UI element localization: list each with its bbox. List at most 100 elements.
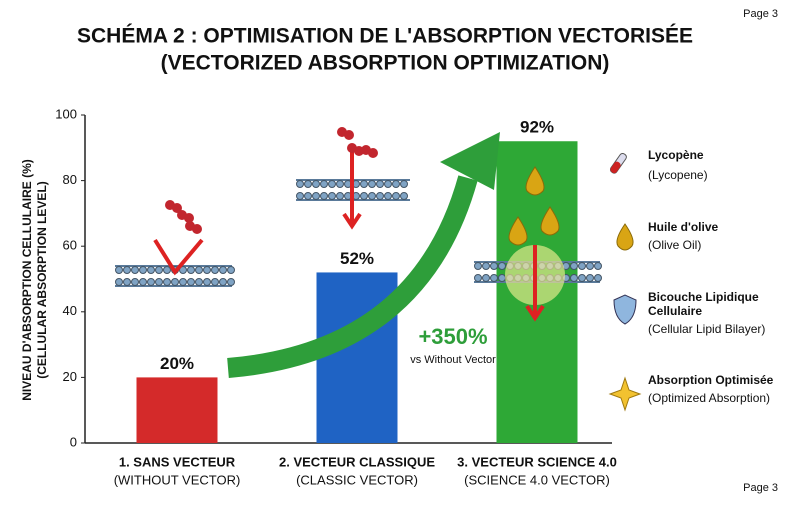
lipid-head: [474, 262, 482, 270]
annotation-sub: vs Without Vector: [410, 354, 496, 366]
value-label: 92%: [520, 118, 554, 137]
lipid-head: [594, 274, 602, 282]
lipid-head: [219, 266, 227, 274]
oil-drop: [508, 216, 528, 246]
annotation: +350%: [418, 324, 487, 349]
x-tick-label: 2. VECTEUR CLASSIQUE: [279, 454, 435, 469]
x-tick-label: 1. SANS VECTEUR: [119, 454, 236, 469]
x-tick-sublabel: (SCIENCE 4.0 VECTOR): [464, 472, 610, 487]
legend-sublabel: (Lycopene): [648, 168, 708, 182]
lipid-head: [360, 180, 368, 188]
lipid-head: [578, 262, 586, 270]
legend-label-line: Bicouche Lipidique: [648, 290, 759, 304]
x-tick-sublabel: (CLASSIC VECTOR): [296, 472, 418, 487]
lipid-head: [328, 180, 336, 188]
legend-icon: [609, 152, 627, 174]
lipid-head: [219, 278, 227, 286]
legend-label: Huile d'olive: [648, 220, 719, 234]
lipid-head: [115, 266, 123, 274]
lipid-head: [131, 266, 139, 274]
legend-sublabel: (Olive Oil): [648, 238, 701, 252]
molecule: [192, 224, 202, 234]
molecule: [344, 130, 354, 140]
lipid-head: [211, 266, 219, 274]
lipid-head: [368, 192, 376, 200]
lipid-head: [139, 266, 147, 274]
lipid-head: [498, 262, 506, 270]
x-tick-sublabel: (WITHOUT VECTOR): [114, 472, 241, 487]
bar: [136, 377, 218, 443]
lipid-head: [320, 180, 328, 188]
page-label: Page 3: [743, 482, 778, 494]
legend-icon: [613, 294, 637, 325]
oil-drop: [540, 206, 560, 236]
lipid-head: [360, 192, 368, 200]
y-tick-label: 40: [63, 303, 77, 318]
lipid-head: [376, 192, 384, 200]
lipid-head: [171, 278, 179, 286]
legend-icon: [616, 223, 634, 251]
lipid-head: [570, 274, 578, 282]
lipid-head: [203, 266, 211, 274]
molecule: [184, 213, 194, 223]
lipid-head: [123, 266, 131, 274]
y-axis-label: (CELLULAR ABSORPTION LEVEL): [35, 181, 49, 379]
y-axis-label: NIVEAU D'ABSORPTION CELLULAIRE (%): [20, 159, 34, 401]
lipid-head: [570, 262, 578, 270]
lipid-head: [392, 180, 400, 188]
lipid-head: [139, 278, 147, 286]
legend-sublabel: (Cellular Lipid Bilayer): [648, 322, 765, 336]
y-tick-label: 0: [70, 434, 77, 449]
lipid-head: [227, 266, 235, 274]
value-label: 52%: [340, 249, 374, 268]
legend-label-line: Cellulaire: [648, 304, 702, 318]
lipid-head: [376, 180, 384, 188]
lipid-head: [586, 274, 594, 282]
chart-title: SCHÉMA 2 : OPTIMISATION DE L'ABSORPTION …: [77, 25, 693, 48]
legend-sublabel: (Optimized Absorption): [648, 391, 770, 405]
page-label: Page 3: [743, 8, 778, 20]
lipid-head: [155, 278, 163, 286]
lipid-head: [123, 278, 131, 286]
lipid-head: [203, 278, 211, 286]
lipid-head: [187, 266, 195, 274]
y-tick-label: 100: [55, 106, 77, 121]
lipid-head: [131, 278, 139, 286]
lipid-head: [312, 180, 320, 188]
bar: [316, 272, 398, 443]
lipid-head: [312, 192, 320, 200]
lipid-head: [304, 180, 312, 188]
molecule: [172, 203, 182, 213]
red-arrow: [525, 245, 545, 322]
lipid-bilayer: [296, 179, 410, 201]
lipid-head: [328, 192, 336, 200]
growth-arrow-head: [440, 132, 500, 190]
y-tick-label: 20: [63, 369, 77, 384]
lipid-head: [163, 278, 171, 286]
lipid-head: [147, 278, 155, 286]
lipid-head: [368, 180, 376, 188]
lipid-head: [304, 192, 312, 200]
lipid-head: [336, 180, 344, 188]
lipid-head: [490, 274, 498, 282]
red-arrow: [342, 145, 362, 230]
lipid-head: [384, 180, 392, 188]
lipid-head: [482, 274, 490, 282]
lipid-head: [384, 192, 392, 200]
legend-label: Bicouche Lipidique Cellulaire: [648, 290, 759, 318]
oil-drop: [525, 166, 545, 196]
lipid-head: [296, 180, 304, 188]
chart-title: (VECTORIZED ABSORPTION OPTIMIZATION): [161, 52, 610, 75]
lipid-head: [594, 262, 602, 270]
legend-label: Lycopène: [648, 148, 704, 162]
lipid-head: [179, 278, 187, 286]
lipid-head: [490, 262, 498, 270]
lipid-head: [296, 192, 304, 200]
lipid-head: [498, 274, 506, 282]
lipid-head: [187, 278, 195, 286]
lipid-head: [195, 266, 203, 274]
y-tick-label: 60: [63, 238, 77, 253]
lipid-head: [400, 180, 408, 188]
lipid-head: [336, 192, 344, 200]
lipid-head: [115, 278, 123, 286]
